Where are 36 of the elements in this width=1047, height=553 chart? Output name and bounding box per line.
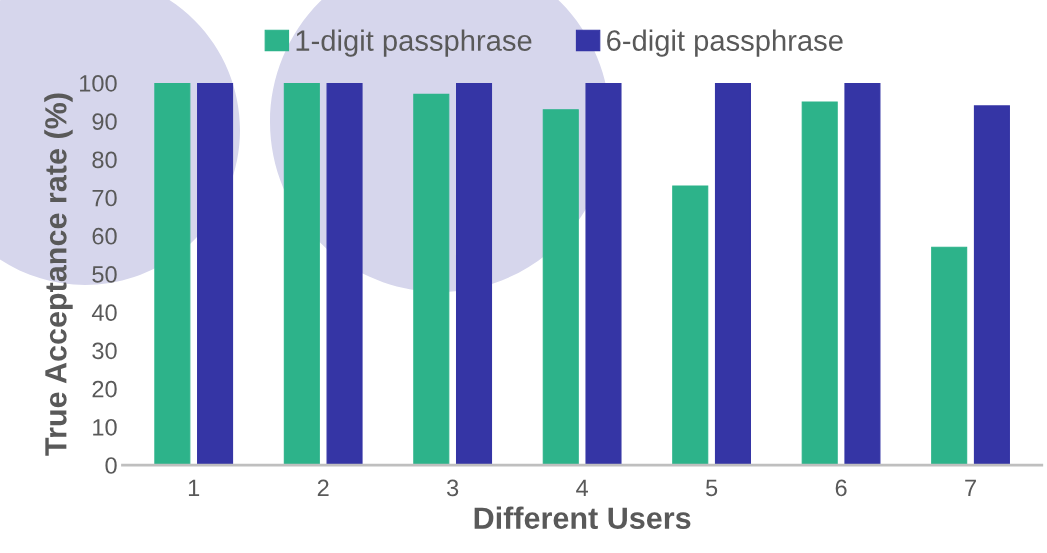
bar [931,246,968,466]
x-tick-label: 5 [705,479,718,497]
legend-label: 6-digit passphrase [607,29,843,57]
bar [714,82,752,466]
bar [154,82,191,466]
y-tick-label: 100 [80,75,117,92]
y-axis-title: True Acceptance rate (%) [44,93,73,456]
y-tick-label: 50 [92,266,117,283]
y-tick-label: 80 [92,151,117,169]
y-tick-label: 20 [92,380,117,398]
x-tick-label: 1 [188,479,200,497]
x-tick-label: 4 [576,479,589,497]
x-tick-label: 6 [835,479,847,497]
bar [326,82,363,466]
bar [801,101,838,466]
bar [413,93,450,466]
bar [844,82,881,466]
bar [283,82,320,466]
bar [542,109,579,466]
x-tick-label: 7 [965,479,976,497]
bar [455,82,493,466]
y-tick-label: 10 [93,418,117,436]
y-tick-label: 40 [91,304,117,322]
x-tick-label: 2 [317,479,329,497]
y-tick-label: 90 [92,113,117,130]
x-axis-title: Different Users [474,506,691,529]
y-tick-label: 0 [105,457,117,474]
y-tick-label: 60 [92,227,117,245]
y-tick-label: 70 [92,189,117,207]
x-tick-label: 3 [446,479,459,497]
legend-label: 1-digit passphrase [296,29,532,57]
y-tick-label: 30 [92,342,117,360]
bar [672,185,709,466]
bar [197,82,234,466]
bar [973,105,1010,466]
bar [585,82,622,466]
